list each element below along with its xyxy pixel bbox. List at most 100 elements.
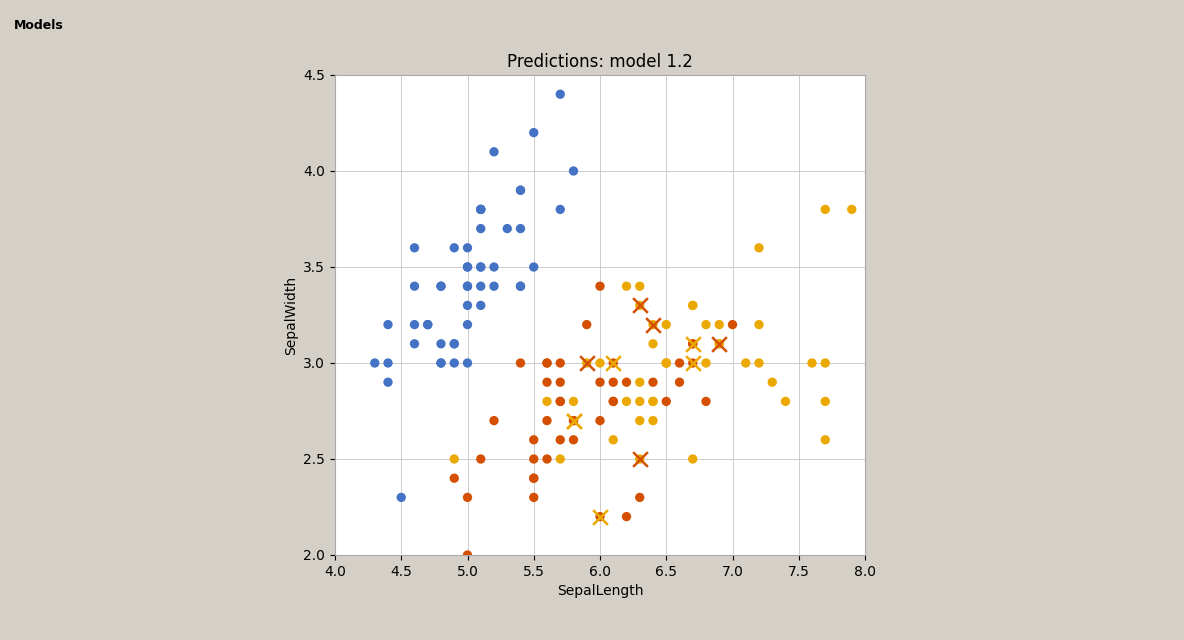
Point xyxy=(591,511,610,522)
Point xyxy=(458,319,477,330)
Point xyxy=(564,166,583,176)
Point xyxy=(445,243,464,253)
Point xyxy=(644,319,663,330)
Point xyxy=(644,415,663,426)
Point xyxy=(803,358,822,368)
Point xyxy=(484,281,503,291)
Point xyxy=(511,358,530,368)
Point xyxy=(551,358,570,368)
Point xyxy=(525,454,543,464)
Point xyxy=(630,281,649,291)
Point xyxy=(538,377,556,387)
Point xyxy=(418,319,437,330)
Point xyxy=(458,300,477,310)
Point xyxy=(551,204,570,214)
Point xyxy=(471,204,490,214)
Point xyxy=(630,454,649,464)
Point xyxy=(591,415,610,426)
Point xyxy=(630,300,649,310)
Point xyxy=(683,339,702,349)
Point xyxy=(445,339,464,349)
Point xyxy=(471,300,490,310)
Point xyxy=(458,550,477,560)
Point xyxy=(749,319,768,330)
Point xyxy=(471,262,490,272)
Point xyxy=(749,243,768,253)
Point xyxy=(644,396,663,406)
Point xyxy=(366,358,385,368)
Point xyxy=(644,339,663,349)
Point xyxy=(564,396,583,406)
Point xyxy=(538,415,556,426)
Point xyxy=(551,396,570,406)
Point xyxy=(736,358,755,368)
Point xyxy=(617,396,636,406)
Point xyxy=(525,473,543,483)
Point xyxy=(630,396,649,406)
Point xyxy=(431,281,450,291)
Point xyxy=(458,262,477,272)
Point xyxy=(525,492,543,502)
Point xyxy=(471,454,490,464)
Point xyxy=(564,435,583,445)
Point xyxy=(484,262,503,272)
Point xyxy=(431,358,450,368)
Point xyxy=(723,319,742,330)
Point xyxy=(670,358,689,368)
Point xyxy=(749,358,768,368)
Point xyxy=(644,396,663,406)
Point xyxy=(511,281,530,291)
Point xyxy=(670,377,689,387)
Point xyxy=(816,435,835,445)
Point xyxy=(551,89,570,99)
Point xyxy=(683,454,702,464)
Point xyxy=(458,243,477,253)
Point xyxy=(657,358,676,368)
Point xyxy=(683,300,702,310)
Point xyxy=(617,281,636,291)
Point xyxy=(458,262,477,272)
Point xyxy=(379,319,398,330)
Point xyxy=(484,147,503,157)
Point xyxy=(538,454,556,464)
Point xyxy=(578,319,597,330)
Point xyxy=(709,319,728,330)
Point xyxy=(511,185,530,195)
Point xyxy=(525,127,543,138)
Point xyxy=(696,358,715,368)
Point xyxy=(591,281,610,291)
Point xyxy=(497,223,516,234)
X-axis label: SepalLength: SepalLength xyxy=(556,584,643,598)
Point xyxy=(683,339,702,349)
Point xyxy=(538,396,556,406)
Point xyxy=(591,511,610,522)
Point xyxy=(564,415,583,426)
Point xyxy=(683,358,702,368)
Point xyxy=(578,358,597,368)
Point xyxy=(458,281,477,291)
Point xyxy=(578,358,597,368)
Point xyxy=(551,454,570,464)
Point xyxy=(538,358,556,368)
Point xyxy=(431,358,450,368)
Point xyxy=(683,358,702,368)
Point xyxy=(538,358,556,368)
Point xyxy=(591,377,610,387)
Point xyxy=(696,319,715,330)
Y-axis label: SepalWidth: SepalWidth xyxy=(284,275,298,355)
Point xyxy=(484,415,503,426)
Point xyxy=(379,377,398,387)
Point xyxy=(445,339,464,349)
Point xyxy=(471,204,490,214)
Point xyxy=(445,473,464,483)
Point xyxy=(842,204,861,214)
Point xyxy=(471,262,490,272)
Point xyxy=(392,492,411,502)
Point xyxy=(604,358,623,368)
Point xyxy=(405,243,424,253)
Point xyxy=(405,339,424,349)
Point xyxy=(657,358,676,368)
Point xyxy=(617,511,636,522)
Point xyxy=(657,319,676,330)
Point xyxy=(471,223,490,234)
